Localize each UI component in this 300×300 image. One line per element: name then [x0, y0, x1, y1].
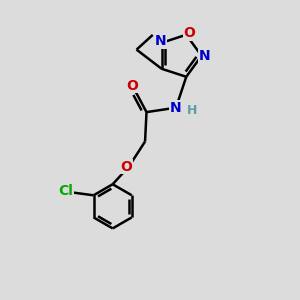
Text: O: O: [183, 26, 195, 40]
Text: N: N: [154, 34, 166, 48]
Text: N: N: [170, 101, 182, 115]
Text: O: O: [126, 79, 138, 93]
Text: N: N: [199, 49, 210, 63]
Text: H: H: [187, 103, 197, 117]
Text: O: O: [121, 160, 132, 174]
Text: Cl: Cl: [59, 184, 74, 198]
